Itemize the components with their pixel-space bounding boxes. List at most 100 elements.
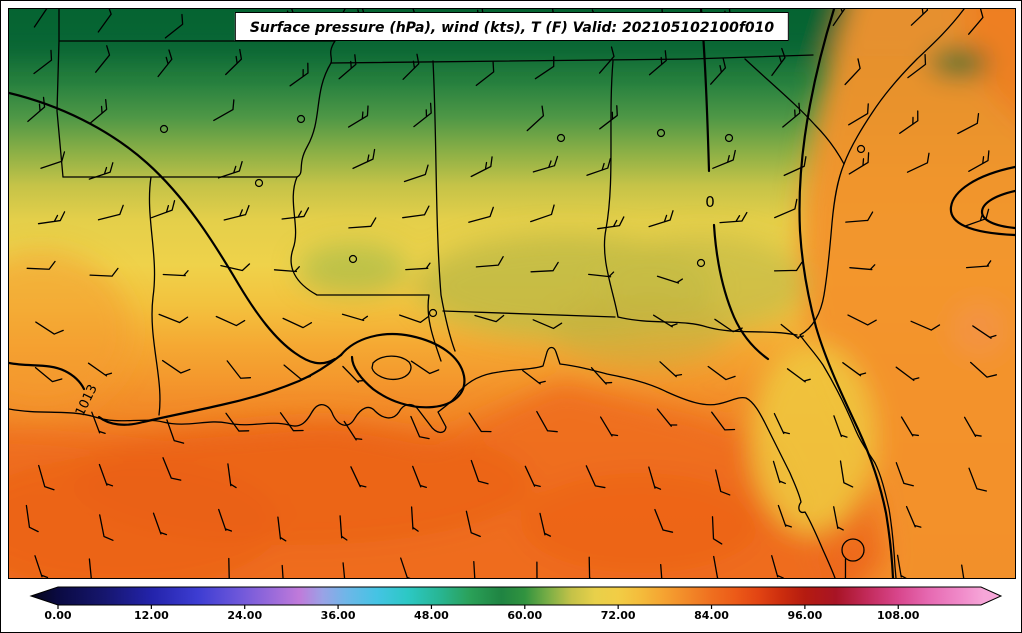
colorbar [29, 586, 1003, 609]
wind-barb [963, 416, 982, 438]
border-tennessee [330, 58, 692, 64]
wind-barb [586, 158, 611, 176]
wind-barb [33, 9, 48, 28]
wind-barb [588, 271, 615, 278]
wind-barb [534, 56, 555, 80]
wind-barb [150, 200, 176, 219]
wind-barb [350, 466, 367, 488]
wind-barb [782, 102, 801, 128]
wind-barb [715, 469, 731, 496]
wind-barb [27, 96, 46, 123]
border-north-carolina [690, 54, 814, 60]
wind-barb [777, 504, 792, 528]
wind-barb [40, 151, 66, 169]
wind-barb [162, 457, 182, 481]
wind-barb [906, 152, 930, 173]
wind-barb [532, 319, 563, 330]
wind-barb [281, 207, 310, 220]
wind-barb [895, 366, 920, 382]
wind-barb [654, 508, 674, 533]
wind-barb [707, 365, 736, 381]
pressure-label-0: 0 [705, 193, 715, 211]
wind-barb [536, 561, 546, 578]
wind-barb [470, 156, 493, 178]
wind-barb [968, 467, 988, 492]
wind-barb [899, 110, 919, 134]
border-alabama-georgia [603, 60, 619, 318]
wind-barb [910, 9, 929, 26]
wind-barb [900, 416, 920, 437]
wind-barb [89, 267, 119, 277]
wind-barb [660, 563, 669, 578]
wind-barb [465, 510, 481, 538]
wind-barb [714, 318, 743, 333]
wind-barb [772, 460, 786, 485]
wind-barb [97, 9, 112, 33]
pressure-contour-northwest [9, 91, 337, 365]
wind-barb [585, 465, 606, 489]
border-georgia-florida [617, 316, 798, 336]
wind-barb [774, 198, 798, 219]
wind-barb [588, 556, 596, 578]
wind-barb [968, 150, 990, 172]
wind-barb [530, 204, 555, 223]
wind-barb [217, 161, 243, 179]
wind-barb [34, 555, 49, 578]
wind-barb [475, 61, 495, 87]
wind-barb [522, 369, 546, 385]
wind-barb [403, 164, 429, 183]
wind-barb [526, 105, 545, 132]
lake-pontchartrain [371, 355, 412, 381]
wind-barb [161, 359, 191, 374]
wind-barb [910, 320, 941, 331]
calm-circle [348, 254, 358, 264]
wind-barb [99, 514, 114, 541]
calm-circle [254, 178, 264, 188]
colorbar-ticks [57, 605, 899, 609]
wind-barb [473, 560, 485, 578]
wind-barb [907, 54, 927, 79]
wind-barb [599, 416, 619, 437]
wind-barb [597, 216, 625, 230]
wind-barb [783, 156, 807, 177]
wind-barbs [25, 9, 998, 578]
pressure-contour-1013-west [9, 361, 86, 391]
wind-barb [536, 410, 558, 433]
wind-barb [402, 205, 430, 219]
map-canvas: 1013 0 [9, 9, 1015, 578]
wind-barb [218, 508, 233, 532]
calm-circle [159, 124, 169, 134]
wind-barb [342, 365, 365, 383]
wind-barb [524, 465, 541, 488]
wind-barb [844, 558, 855, 578]
wind-barb [475, 256, 504, 268]
wind-barb [965, 260, 992, 269]
wind-barb [710, 57, 727, 85]
wind-barb [97, 204, 124, 221]
pressure-contour-east [798, 9, 895, 578]
calm-circle [296, 114, 306, 124]
wind-barb [413, 102, 432, 128]
calm-circle [696, 258, 706, 268]
wind-barb [905, 505, 922, 528]
wind-barb [98, 463, 114, 487]
wind-barb [599, 105, 618, 130]
wind-barb [539, 512, 552, 537]
wind-barb [410, 360, 440, 375]
wind-barb [33, 49, 53, 75]
wind-barb [225, 48, 243, 76]
wind-barb [405, 262, 431, 271]
wind-barb [844, 58, 861, 86]
wind-barb [213, 99, 235, 122]
wind-barb [652, 314, 678, 328]
wind-barb [283, 364, 311, 380]
pressure-contour-corner-1 [949, 165, 1015, 237]
wind-barb [152, 512, 168, 536]
border-arkansas-west [56, 40, 64, 178]
wind-barb [273, 266, 300, 273]
border-texas-louisiana [148, 176, 161, 416]
wind-barb [25, 504, 39, 533]
wind-barb [410, 415, 430, 440]
pressure-contour-delta-loop [339, 332, 466, 409]
wind-barb [847, 314, 877, 326]
